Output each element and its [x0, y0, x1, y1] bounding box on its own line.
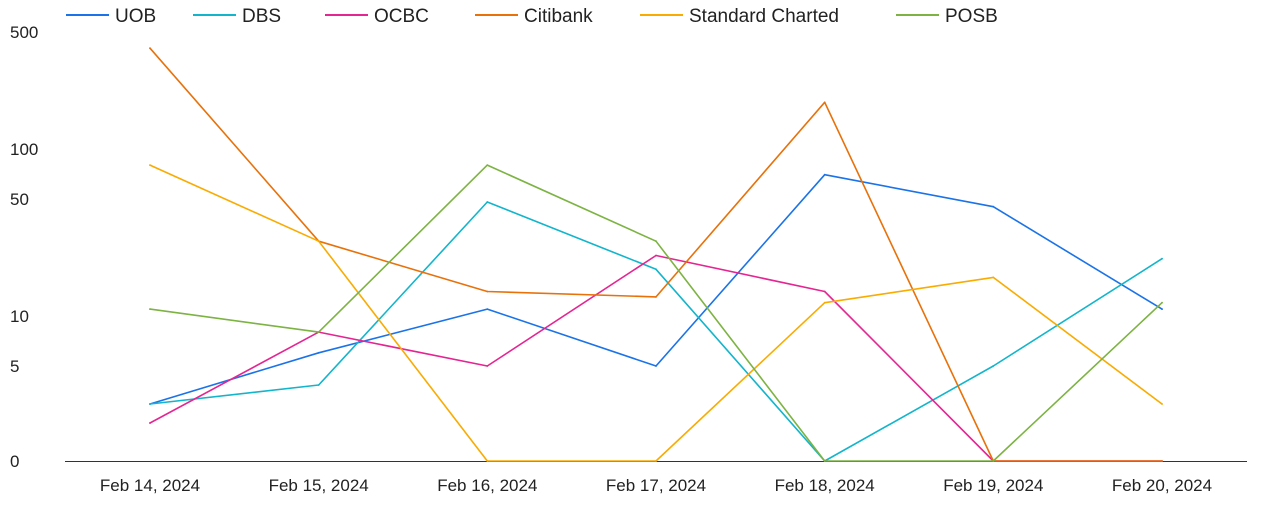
- data-point-standard-charted-4: [823, 301, 826, 304]
- legend-label-posb: POSB: [945, 6, 998, 27]
- legend-label-uob: UOB: [115, 6, 156, 27]
- data-point-ocbc-2: [486, 365, 489, 367]
- data-point-dbs-0: [149, 403, 151, 405]
- data-point-citibank-0: [149, 47, 151, 50]
- legend-item-citibank: Citibank: [475, 6, 593, 27]
- x-tick-label-feb-15-2024: Feb 15, 2024: [269, 476, 369, 495]
- y-tick-label-50: 50: [10, 190, 29, 209]
- y-tick-label-10: 10: [10, 307, 29, 326]
- series-uob: [149, 173, 1163, 405]
- data-point-citibank-3: [655, 296, 657, 298]
- data-point-uob-5: [992, 205, 995, 208]
- series-posb: [149, 164, 1163, 462]
- data-point-dbs-5: [992, 365, 995, 367]
- data-point-dbs-3: [655, 268, 657, 271]
- data-point-posb-6: [1161, 301, 1163, 304]
- y-tick-label-500: 500: [10, 23, 38, 42]
- series-line-posb: [149, 164, 1163, 462]
- legend: UOB DBS OCBC Citibank Standard Charted POSB: [66, 6, 998, 27]
- data-point-posb-0: [149, 308, 151, 310]
- series-line-standard-charted: [149, 164, 1163, 462]
- data-point-standard-charted-3: [655, 460, 657, 462]
- data-point-standard-charted-6: [1161, 403, 1163, 405]
- x-tick-label-feb-19-2024: Feb 19, 2024: [943, 476, 1043, 495]
- data-point-posb-2: [486, 164, 489, 167]
- data-point-ocbc-0: [149, 422, 151, 424]
- data-point-citibank-4: [823, 101, 826, 104]
- data-point-citibank-6: [1161, 460, 1163, 462]
- series-lines: [149, 47, 1163, 462]
- data-point-standard-charted-5: [992, 276, 995, 279]
- data-point-standard-charted-1: [317, 240, 320, 243]
- y-tick-label-5: 5: [10, 357, 19, 376]
- legend-item-standard-charted: Standard Charted: [640, 6, 839, 27]
- data-point-citibank-2: [486, 290, 489, 293]
- data-point-standard-charted-0: [149, 164, 151, 167]
- data-point-standard-charted-2: [486, 460, 489, 462]
- data-point-posb-3: [655, 240, 657, 243]
- legend-item-dbs: DBS: [193, 6, 281, 27]
- data-point-uob-6: [1161, 308, 1163, 310]
- series-standard-charted: [149, 164, 1163, 462]
- data-point-posb-5: [992, 460, 995, 462]
- data-point-uob-4: [823, 173, 826, 176]
- data-point-posb-4: [823, 460, 826, 462]
- x-tick-label-feb-14-2024: Feb 14, 2024: [100, 476, 200, 495]
- data-point-dbs-2: [486, 201, 489, 203]
- data-point-ocbc-4: [823, 290, 826, 293]
- legend-label-dbs: DBS: [242, 6, 281, 27]
- x-tick-label-feb-18-2024: Feb 18, 2024: [775, 476, 875, 495]
- data-point-uob-2: [486, 308, 489, 310]
- series-line-citibank: [149, 47, 1163, 462]
- legend-item-ocbc: OCBC: [325, 6, 429, 27]
- x-axis: Feb 14, 2024 Feb 15, 2024 Feb 16, 2024 Feb …: [65, 461, 1247, 495]
- data-point-uob-1: [317, 351, 320, 354]
- legend-label-standard-charted: Standard Charted: [689, 6, 839, 27]
- legend-label-ocbc: OCBC: [374, 6, 429, 27]
- x-tick-label-feb-16-2024: Feb 16, 2024: [437, 476, 537, 495]
- y-axis: 0 5 10 50 100 500: [10, 23, 38, 471]
- y-tick-label-100: 100: [10, 140, 38, 159]
- legend-label-citibank: Citibank: [524, 6, 593, 27]
- data-point-dbs-6: [1161, 257, 1163, 260]
- legend-item-posb: POSB: [896, 6, 998, 27]
- x-tick-label-feb-20-2024: Feb 20, 2024: [1112, 476, 1212, 495]
- data-point-dbs-1: [317, 384, 320, 386]
- series-dbs: [149, 201, 1163, 462]
- x-tick-label-feb-17-2024: Feb 17, 2024: [606, 476, 706, 495]
- data-point-ocbc-3: [655, 254, 657, 257]
- data-point-posb-1: [317, 331, 320, 333]
- legend-item-uob: UOB: [66, 6, 156, 27]
- data-point-uob-3: [655, 365, 657, 367]
- y-tick-label-0: 0: [10, 452, 19, 471]
